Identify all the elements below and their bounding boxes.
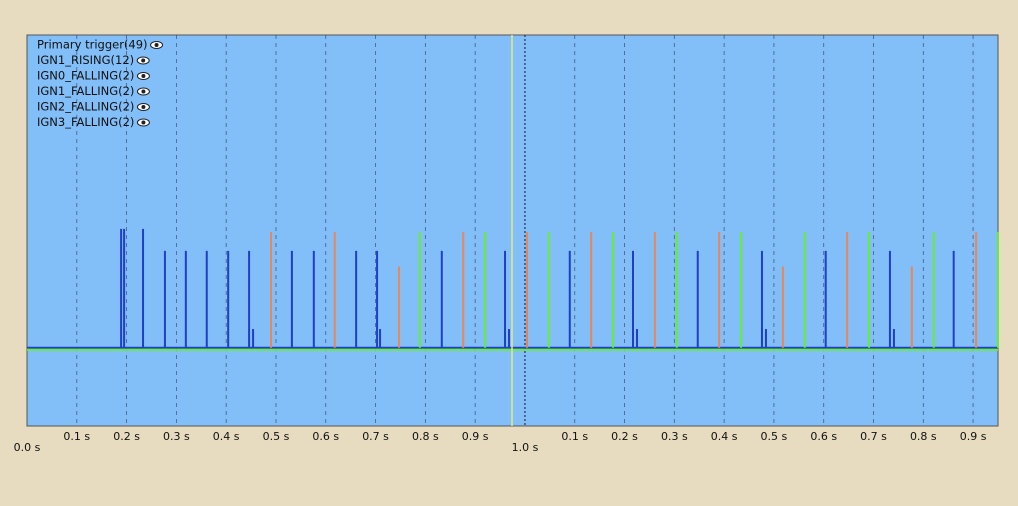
x-tick-label: 0.4 s [711,430,738,443]
legend-entry[interactable]: IGN2_FALLING(2) [37,100,134,114]
x-tick-label: 0.5 s [761,430,788,443]
grid [76,35,974,426]
eye-pupil [141,89,146,94]
x-tick-label: 0.9 s [960,430,987,443]
legend: Primary trigger(49)IGN1_RISING(12) IGN0_F… [37,38,164,129]
eye-pupil [154,43,159,47]
x-tick-label: 0.5 s [263,430,290,443]
x-tick-label: 0.3 s [163,430,190,443]
x-tick-label: 0.3 s [661,430,688,443]
x-tick-label: 0.7 s [860,430,887,443]
visibility-toggle[interactable] [136,118,150,127]
x-tick-label: 0.7 s [362,430,389,443]
visibility-toggle[interactable] [150,41,164,49]
visibility-toggle[interactable] [136,56,150,65]
x-tick-label: 0.8 s [412,430,439,443]
x-tick-label: 0.1 s [63,430,90,443]
x-tick-label: 0.8 s [910,430,937,443]
visibility-toggle[interactable] [136,87,150,96]
visibility-toggle[interactable] [136,72,150,80]
legend-entry[interactable]: IGN3_FALLING(2) [37,115,134,129]
eye-pupil [141,58,146,63]
x-tick-label: 1.0 s [512,441,539,454]
traces [27,35,999,426]
x-axis: 0.0 s 0.1 s 0.2 s 0.3 s 0.4 s 0.5 s 0.6 s 0.7 s… [14,430,987,454]
legend-entry[interactable]: IGN0_FALLING(2) [37,69,134,83]
x-tick-label: 0.2 s [611,430,638,443]
x-tick-label: 0.0 s [14,441,41,454]
eye-pupil [141,74,146,78]
x-tick-label: 0.9 s [462,430,489,443]
x-tick-label: 0.6 s [810,430,837,443]
legend-entry[interactable]: IGN1_RISING(12) [37,53,134,67]
eye-pupil [141,105,146,109]
legend-entry[interactable]: Primary trigger(49) [37,38,148,52]
x-tick-label: 0.4 s [213,430,240,443]
x-tick-label: 0.6 s [312,430,339,443]
x-tick-label: 0.2 s [113,430,140,443]
visibility-toggle[interactable] [136,103,150,111]
legend-entry[interactable]: IGN1_FALLING(2) [37,84,134,98]
eye-pupil [141,120,146,125]
x-tick-label: 0.1 s [561,430,588,443]
